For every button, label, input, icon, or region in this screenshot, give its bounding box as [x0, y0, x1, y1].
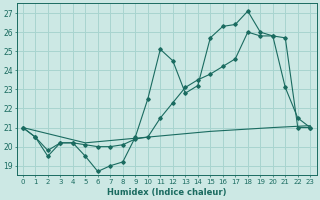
X-axis label: Humidex (Indice chaleur): Humidex (Indice chaleur) [107, 188, 226, 197]
